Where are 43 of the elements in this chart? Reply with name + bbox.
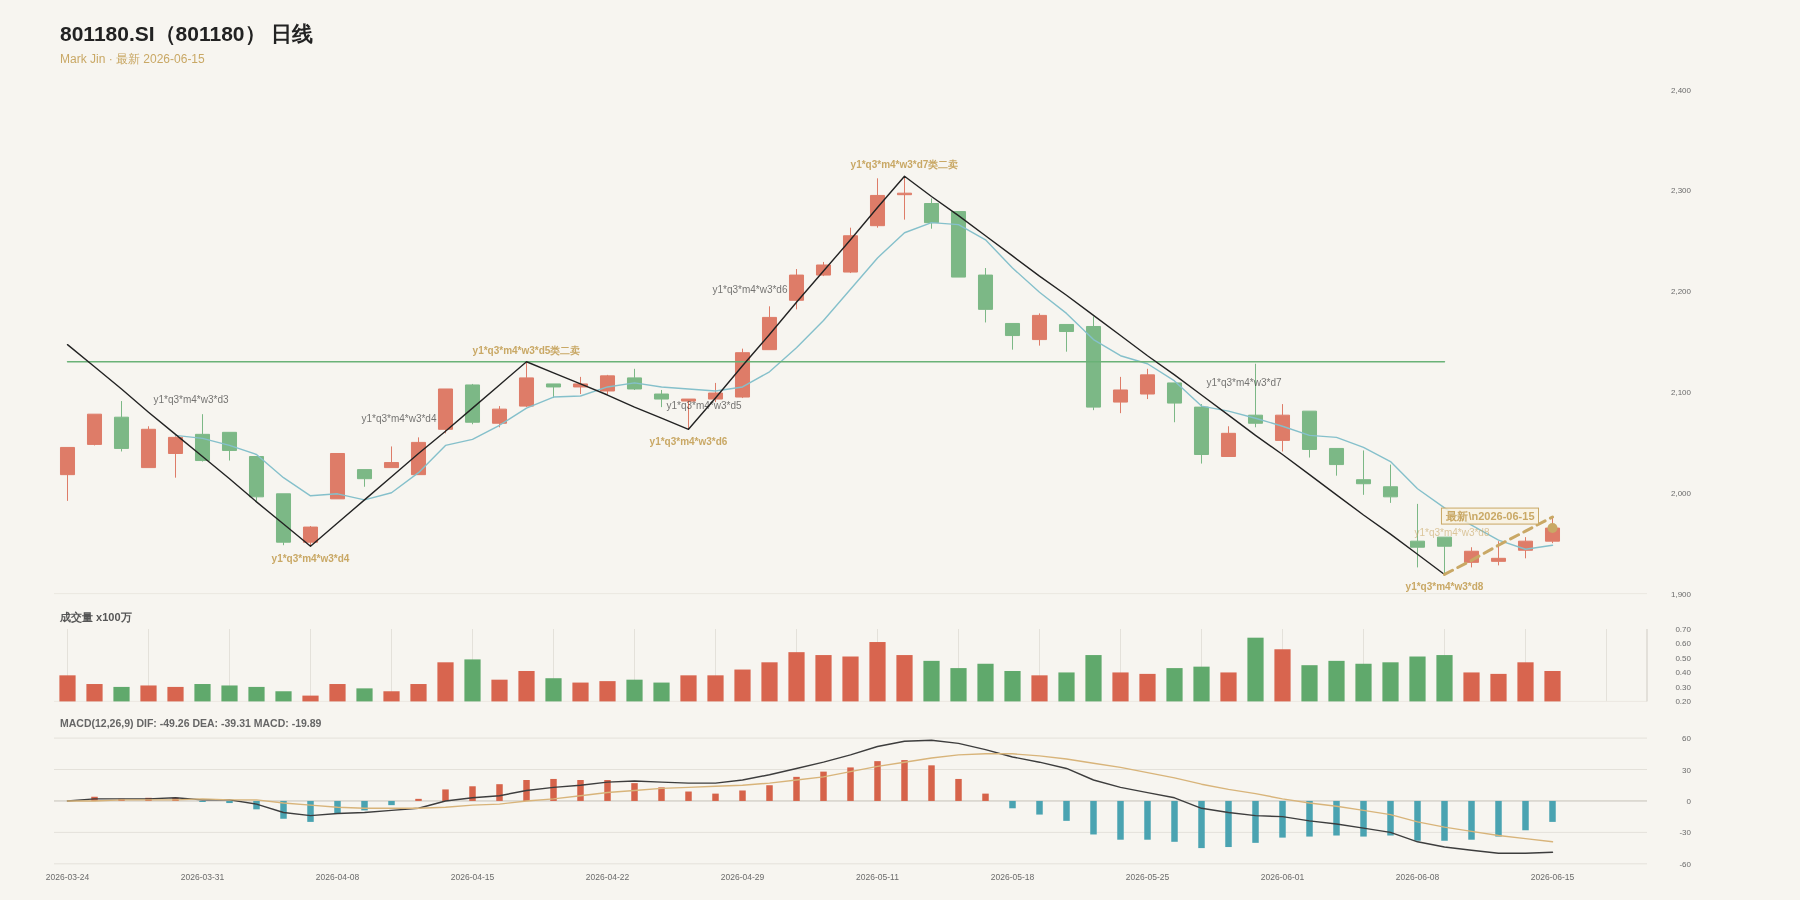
y-tick-label: 60 [1682, 734, 1691, 744]
x-tick-label: 2026-04-22 [585, 871, 630, 882]
data-label: y1*q3*m4*w3*d4 [271, 553, 350, 565]
y-tick-label: 2,100 [1670, 388, 1691, 397]
y-tick-label: 2,300 [1670, 186, 1691, 196]
y-tick-label: 0.50 [1675, 653, 1691, 663]
data-label: y1*q3*m4*w3*d3 [153, 394, 229, 406]
annotation: 最新\n2026-06-15 [1440, 507, 1539, 525]
x-tick-label: 2026-04-15 [450, 871, 495, 882]
y-tick-label: 30 [1682, 765, 1691, 775]
y-tick-label: 0.20 [1675, 697, 1691, 707]
y-tick-label: 2,400 [1670, 85, 1691, 95]
y-tick-label: 0.40 [1675, 668, 1691, 678]
chart-subtitle: Mark Jin · 最新 2026-06-15 [60, 52, 205, 66]
x-tick-label: 2026-03-31 [180, 871, 225, 882]
data-label: y1*q3*m4*w3*d7类二卖 [850, 159, 959, 171]
y-tick-label: 2,200 [1670, 287, 1691, 297]
y-tick-label: 0.70 [1675, 625, 1691, 634]
y-tick-label: 0 [1686, 796, 1691, 806]
chart-title: MACD(12,26,9) DIF: -49.26 DEA: -39.31 MACD: -19.89 [60, 717, 322, 729]
x-tick-label: 2026-03-24 [45, 871, 90, 882]
x-tick-label: 2026-06-15 [1530, 871, 1575, 882]
data-label: y1*q3*m4*w3*d4 [361, 413, 437, 425]
x-tick-label: 2026-04-29 [720, 871, 765, 882]
chart-title: 801180.SI（801180） 日线 [60, 22, 314, 45]
data-label: y1*q3*m4*w3*d8 [1405, 581, 1484, 593]
y-tick-label: -30 [1679, 828, 1691, 838]
x-tick-label: 2026-05-25 [1125, 871, 1170, 882]
data-label: y1*q3*m4*w3*d6 [649, 436, 728, 448]
y-tick-label: 0.60 [1675, 639, 1691, 649]
x-tick-label: 2026-06-01 [1260, 871, 1305, 882]
y-tick-label: -60 [1679, 859, 1691, 869]
x-tick-label: 2026-06-08 [1395, 871, 1440, 882]
y-tick-label: 2,000 [1670, 488, 1691, 498]
data-label: y1*q3*m4*w3*d6 [712, 284, 788, 296]
y-tick-label: 1,900 [1670, 589, 1691, 599]
data-label: y1*q3*m4*w3*d5类二卖 [472, 344, 581, 356]
x-tick-label: 2026-05-11 [856, 871, 899, 882]
x-tick-label: 2026-04-08 [315, 871, 360, 882]
chart-title: 成交量 x100万 [60, 611, 132, 623]
x-tick-label: 2026-05-18 [990, 871, 1035, 882]
y-tick-label: 0.30 [1675, 682, 1691, 692]
annotation: 最新\n2026-06-15 [1445, 510, 1535, 523]
